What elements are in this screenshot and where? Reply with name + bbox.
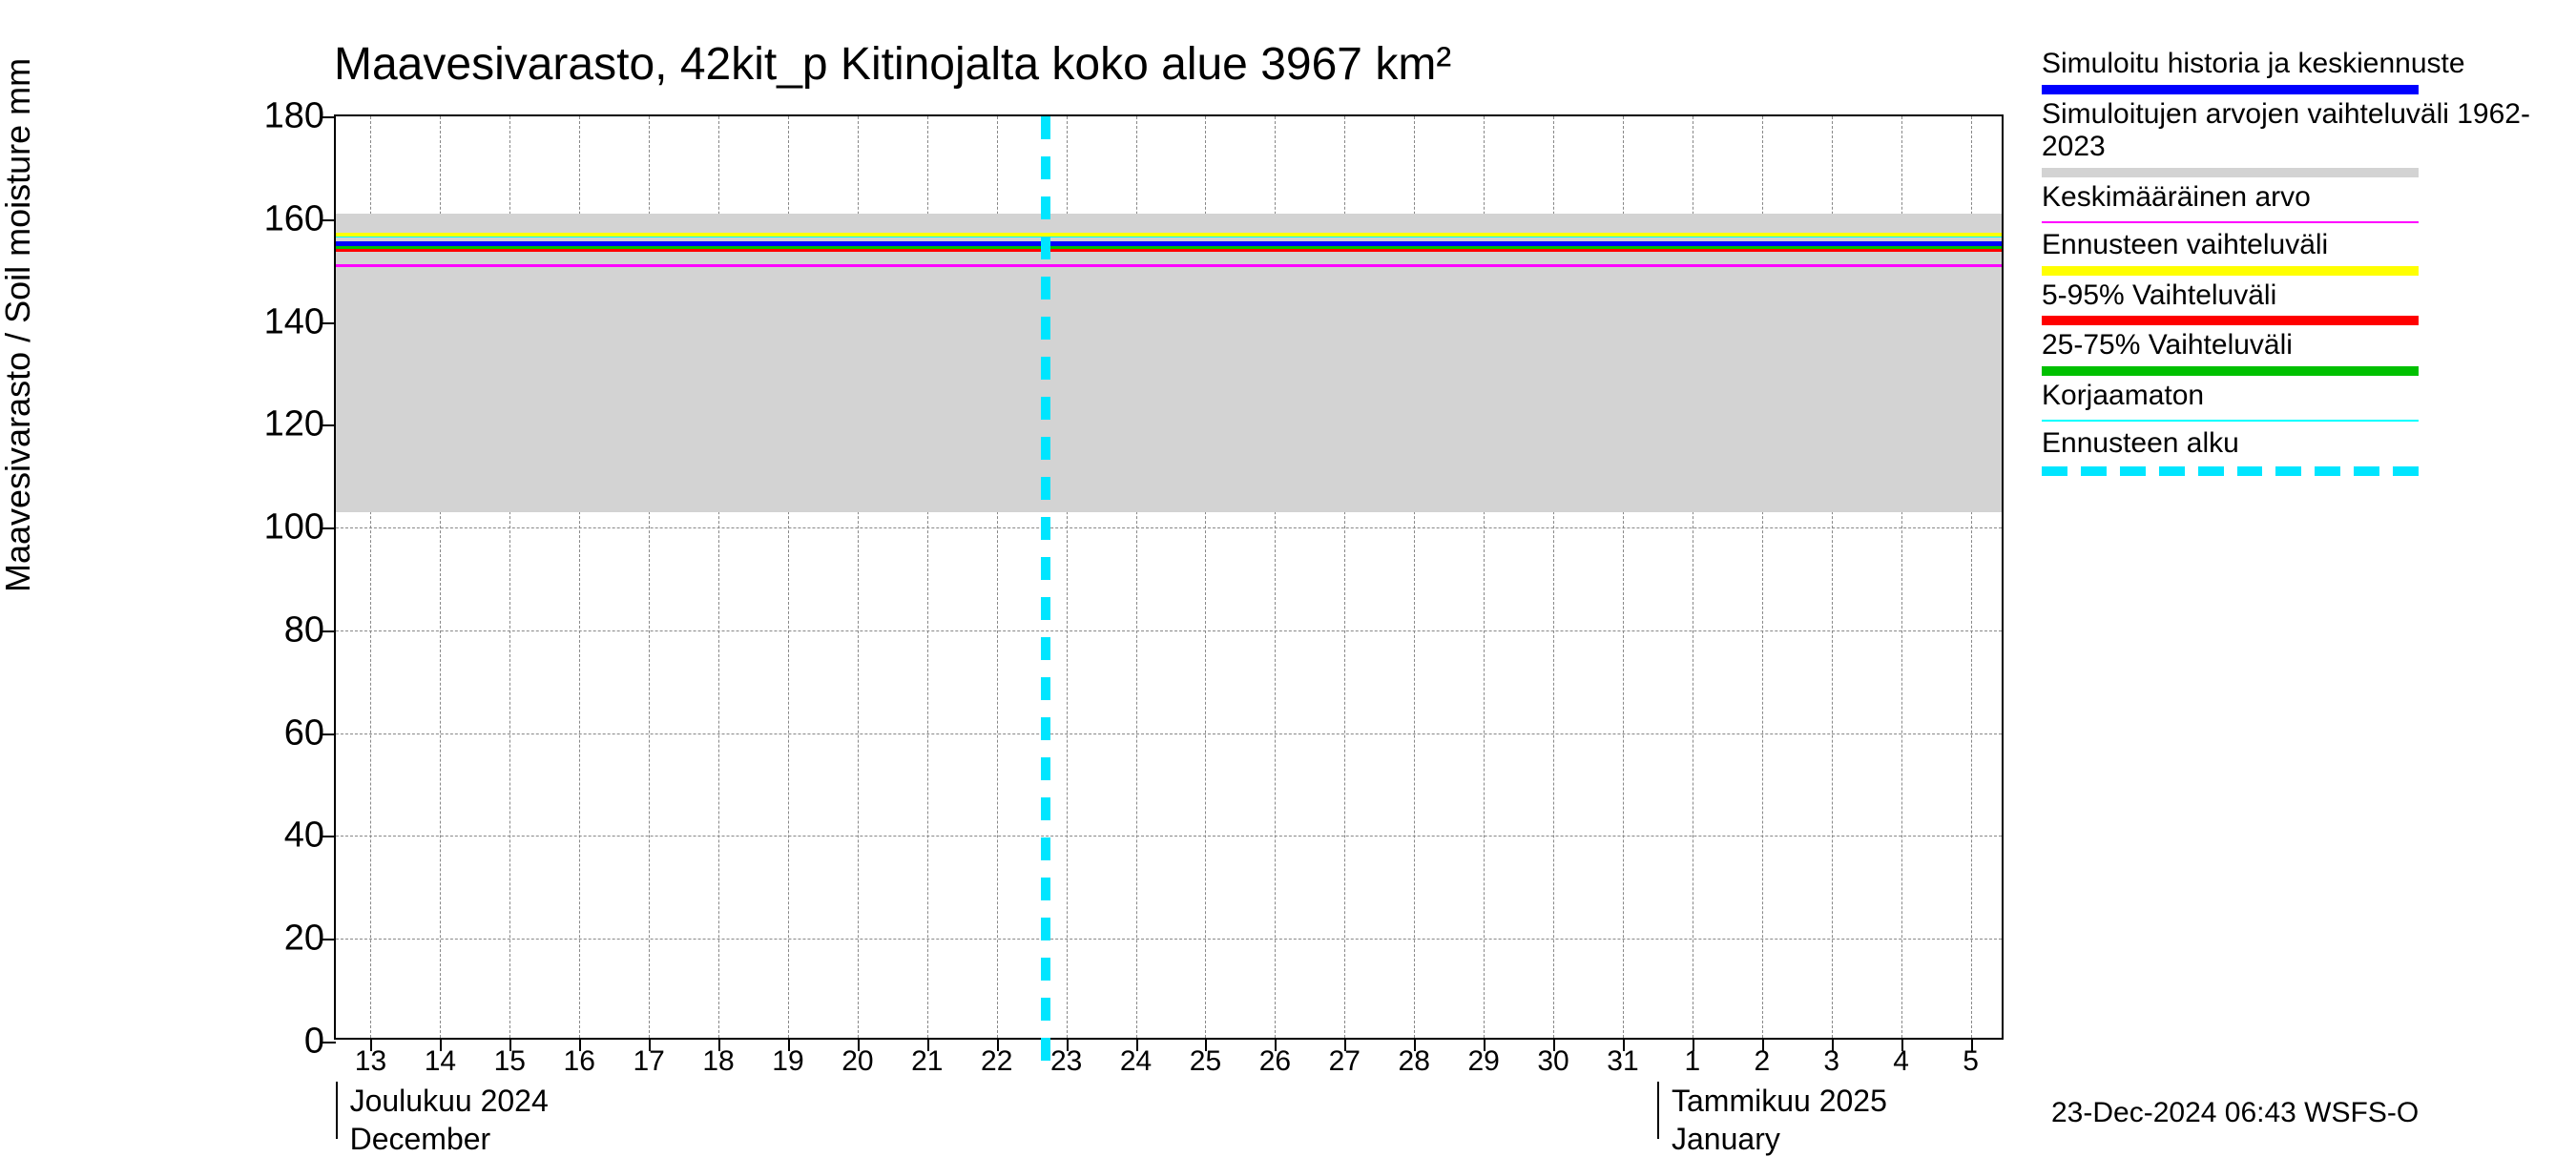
x-tick-label: 30 xyxy=(1537,1045,1568,1078)
x-tick-label: 24 xyxy=(1120,1045,1152,1078)
x-tick-label: 29 xyxy=(1467,1045,1499,1078)
x-tick-label: 3 xyxy=(1823,1045,1839,1078)
legend-swatch xyxy=(2042,420,2419,422)
x-tick-label: 15 xyxy=(494,1045,526,1078)
legend-label: 25-75% Vaihteluväli xyxy=(2042,329,2557,362)
month-label-en: December xyxy=(350,1122,491,1157)
legend-item: Simuloitujen arvojen vaihteluväli 1962-2… xyxy=(2042,98,2557,177)
legend-item: Keskimääräinen arvo xyxy=(2042,181,2557,224)
x-tick-label: 31 xyxy=(1607,1045,1638,1078)
footer-timestamp: 23-Dec-2024 06:43 WSFS-O xyxy=(2051,1097,2419,1129)
x-tick-label: 14 xyxy=(425,1045,456,1078)
y-tick-label: 160 xyxy=(229,198,324,239)
legend-swatch xyxy=(2042,85,2419,94)
x-tick-label: 17 xyxy=(633,1045,664,1078)
x-tick-label: 19 xyxy=(772,1045,803,1078)
x-tick-label: 18 xyxy=(702,1045,734,1078)
legend-label: 5-95% Vaihteluväli xyxy=(2042,279,2557,313)
legend-label: Korjaamaton xyxy=(2042,380,2557,413)
legend-label: Simuloitu historia ja keskiennuste xyxy=(2042,48,2557,81)
legend-item: Korjaamaton xyxy=(2042,380,2557,423)
legend-swatch xyxy=(2042,221,2419,223)
y-tick xyxy=(322,733,336,735)
y-tick-label: 180 xyxy=(229,96,324,137)
y-tick xyxy=(322,219,336,221)
month-label-fi: Joulukuu 2024 xyxy=(350,1084,549,1119)
legend-swatch xyxy=(2042,266,2419,276)
x-tick-label: 23 xyxy=(1050,1045,1082,1078)
legend-swatch xyxy=(2042,366,2419,376)
x-tick-label: 27 xyxy=(1329,1045,1361,1078)
legend-item: Ennusteen alku xyxy=(2042,427,2557,476)
y-tick-label: 0 xyxy=(229,1022,324,1063)
legend-label: Keskimääräinen arvo xyxy=(2042,181,2557,215)
legend-swatch xyxy=(2042,168,2419,177)
x-tick-label: 22 xyxy=(981,1045,1012,1078)
legend-item: Simuloitu historia ja keskiennuste xyxy=(2042,48,2557,94)
x-tick-label: 20 xyxy=(841,1045,873,1078)
y-tick xyxy=(322,836,336,837)
legend-item: Ennusteen vaihteluväli xyxy=(2042,229,2557,276)
y-tick-label: 20 xyxy=(229,919,324,960)
y-tick xyxy=(322,527,336,529)
month-label-fi: Tammikuu 2025 xyxy=(1672,1084,1887,1119)
legend-label: Simuloitujen arvojen vaihteluväli 1962-2… xyxy=(2042,98,2557,164)
legend-label: Ennusteen alku xyxy=(2042,427,2557,461)
x-tick-label: 21 xyxy=(911,1045,943,1078)
x-tick-label: 26 xyxy=(1259,1045,1291,1078)
gridline-h xyxy=(336,836,2002,837)
x-tick-label: 2 xyxy=(1754,1045,1770,1078)
y-tick-label: 140 xyxy=(229,301,324,342)
gridline-h xyxy=(336,733,2002,734)
y-tick xyxy=(322,939,336,940)
x-tick-label: 5 xyxy=(1963,1045,1979,1078)
y-tick xyxy=(322,116,336,118)
legend-swatch xyxy=(2042,316,2419,325)
legend-item: 5-95% Vaihteluväli xyxy=(2042,279,2557,326)
y-tick xyxy=(322,630,336,632)
y-tick-label: 100 xyxy=(229,507,324,548)
y-tick xyxy=(322,322,336,324)
y-tick-label: 40 xyxy=(229,816,324,857)
x-tick-label: 1 xyxy=(1685,1045,1701,1078)
series-range_5_95 xyxy=(336,249,2002,252)
gridline-h xyxy=(336,527,2002,528)
y-tick xyxy=(322,1042,336,1043)
x-tick-label: 16 xyxy=(564,1045,595,1078)
gridline-h xyxy=(336,939,2002,940)
y-axis-label: Maavesivarasto / Soil moisture mm xyxy=(0,58,38,592)
x-tick-label: 28 xyxy=(1399,1045,1430,1078)
legend-swatch xyxy=(2042,466,2419,476)
series-range_25_75 xyxy=(336,246,2002,249)
x-tick-label: 13 xyxy=(355,1045,386,1078)
historical-range-band xyxy=(336,214,2002,512)
series-uncorrected xyxy=(336,237,2002,238)
month-divider xyxy=(336,1082,338,1139)
chart-title: Maavesivarasto, 42kit_p Kitinojalta koko… xyxy=(334,38,1451,91)
y-tick xyxy=(322,424,336,426)
gridline-h xyxy=(336,630,2002,631)
y-tick-label: 60 xyxy=(229,713,324,754)
x-tick-label: 25 xyxy=(1190,1045,1221,1078)
series-avg_value xyxy=(336,264,2002,267)
legend: Simuloitu historia ja keskiennuste Simulo… xyxy=(2042,48,2557,480)
y-tick-label: 80 xyxy=(229,609,324,651)
plot-area: 0204060801001201401601801314151617181920… xyxy=(334,114,2004,1040)
legend-label: Ennusteen vaihteluväli xyxy=(2042,229,2557,262)
legend-item: 25-75% Vaihteluväli xyxy=(2042,329,2557,376)
month-divider xyxy=(1657,1082,1659,1139)
y-tick-label: 120 xyxy=(229,404,324,445)
chart-container: Maavesivarasto / Soil moisture mm Maaves… xyxy=(0,0,2576,1145)
x-tick-label: 4 xyxy=(1893,1045,1909,1078)
month-label-en: January xyxy=(1672,1122,1780,1157)
